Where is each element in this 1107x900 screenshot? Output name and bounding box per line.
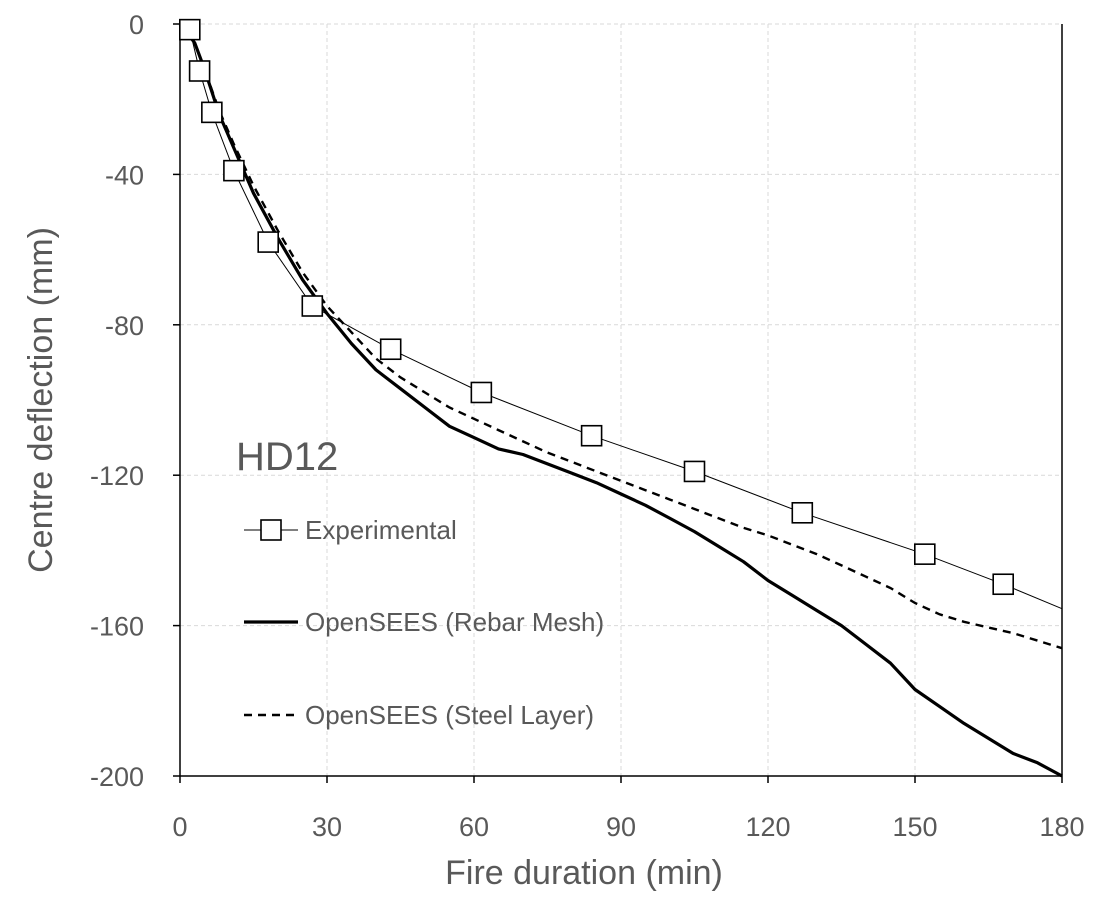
x-tick-label: 90 (606, 812, 636, 842)
data-series (178, 18, 1063, 778)
experimental-marker (791, 501, 814, 524)
x-tick-label: 60 (459, 812, 489, 842)
x-tick-label: 120 (745, 812, 790, 842)
experimental-marker (257, 231, 280, 253)
series-line-3 (179, 23, 1063, 650)
series-line-2 (178, 23, 1063, 778)
legend-label-2: OpenSEES (Rebar Mesh) (305, 607, 604, 637)
experimental-marker (179, 18, 201, 41)
x-tick-label: 180 (1039, 812, 1084, 842)
y-tick-label: 0 (129, 10, 144, 40)
legend: Experimental OpenSEES (Rebar Mesh) OpenSEE… (244, 515, 604, 730)
experimental-marker (470, 381, 493, 404)
x-tick-label: 30 (312, 812, 342, 842)
legend-label-1: Experimental (305, 515, 457, 545)
experimental-marker (992, 573, 1015, 596)
tick-labels: 0 30 60 90 120 150 180 0 -40 -80 -120 -160 -200 (90, 10, 1085, 842)
experimental-marker (580, 424, 603, 447)
experimental-marker (913, 543, 936, 565)
experimental-marker (683, 460, 706, 483)
plot-axes (173, 23, 1063, 783)
x-tick-label: 0 (172, 812, 187, 842)
experimental-marker (379, 338, 402, 361)
x-axis-title: Fire duration (min) (445, 854, 723, 892)
experimental-marker (201, 101, 223, 124)
y-tick-label: -120 (90, 461, 144, 491)
experimental-marker (301, 295, 324, 317)
annotation-label: HD12 (236, 435, 338, 479)
legend-label-3: OpenSEES (Steel Layer) (305, 700, 594, 730)
y-tick-label: -80 (105, 311, 144, 341)
grid-lines (180, 24, 1062, 776)
x-tick-label: 150 (892, 812, 937, 842)
legend-marker (260, 519, 282, 541)
y-tick-label: -160 (90, 612, 144, 642)
experimental-marker (188, 60, 211, 82)
y-axis-title: Centre deflection (mm) (22, 227, 60, 573)
y-tick-label: -40 (105, 160, 144, 190)
y-tick-label: -200 (90, 762, 144, 792)
experimental-marker (223, 159, 245, 182)
